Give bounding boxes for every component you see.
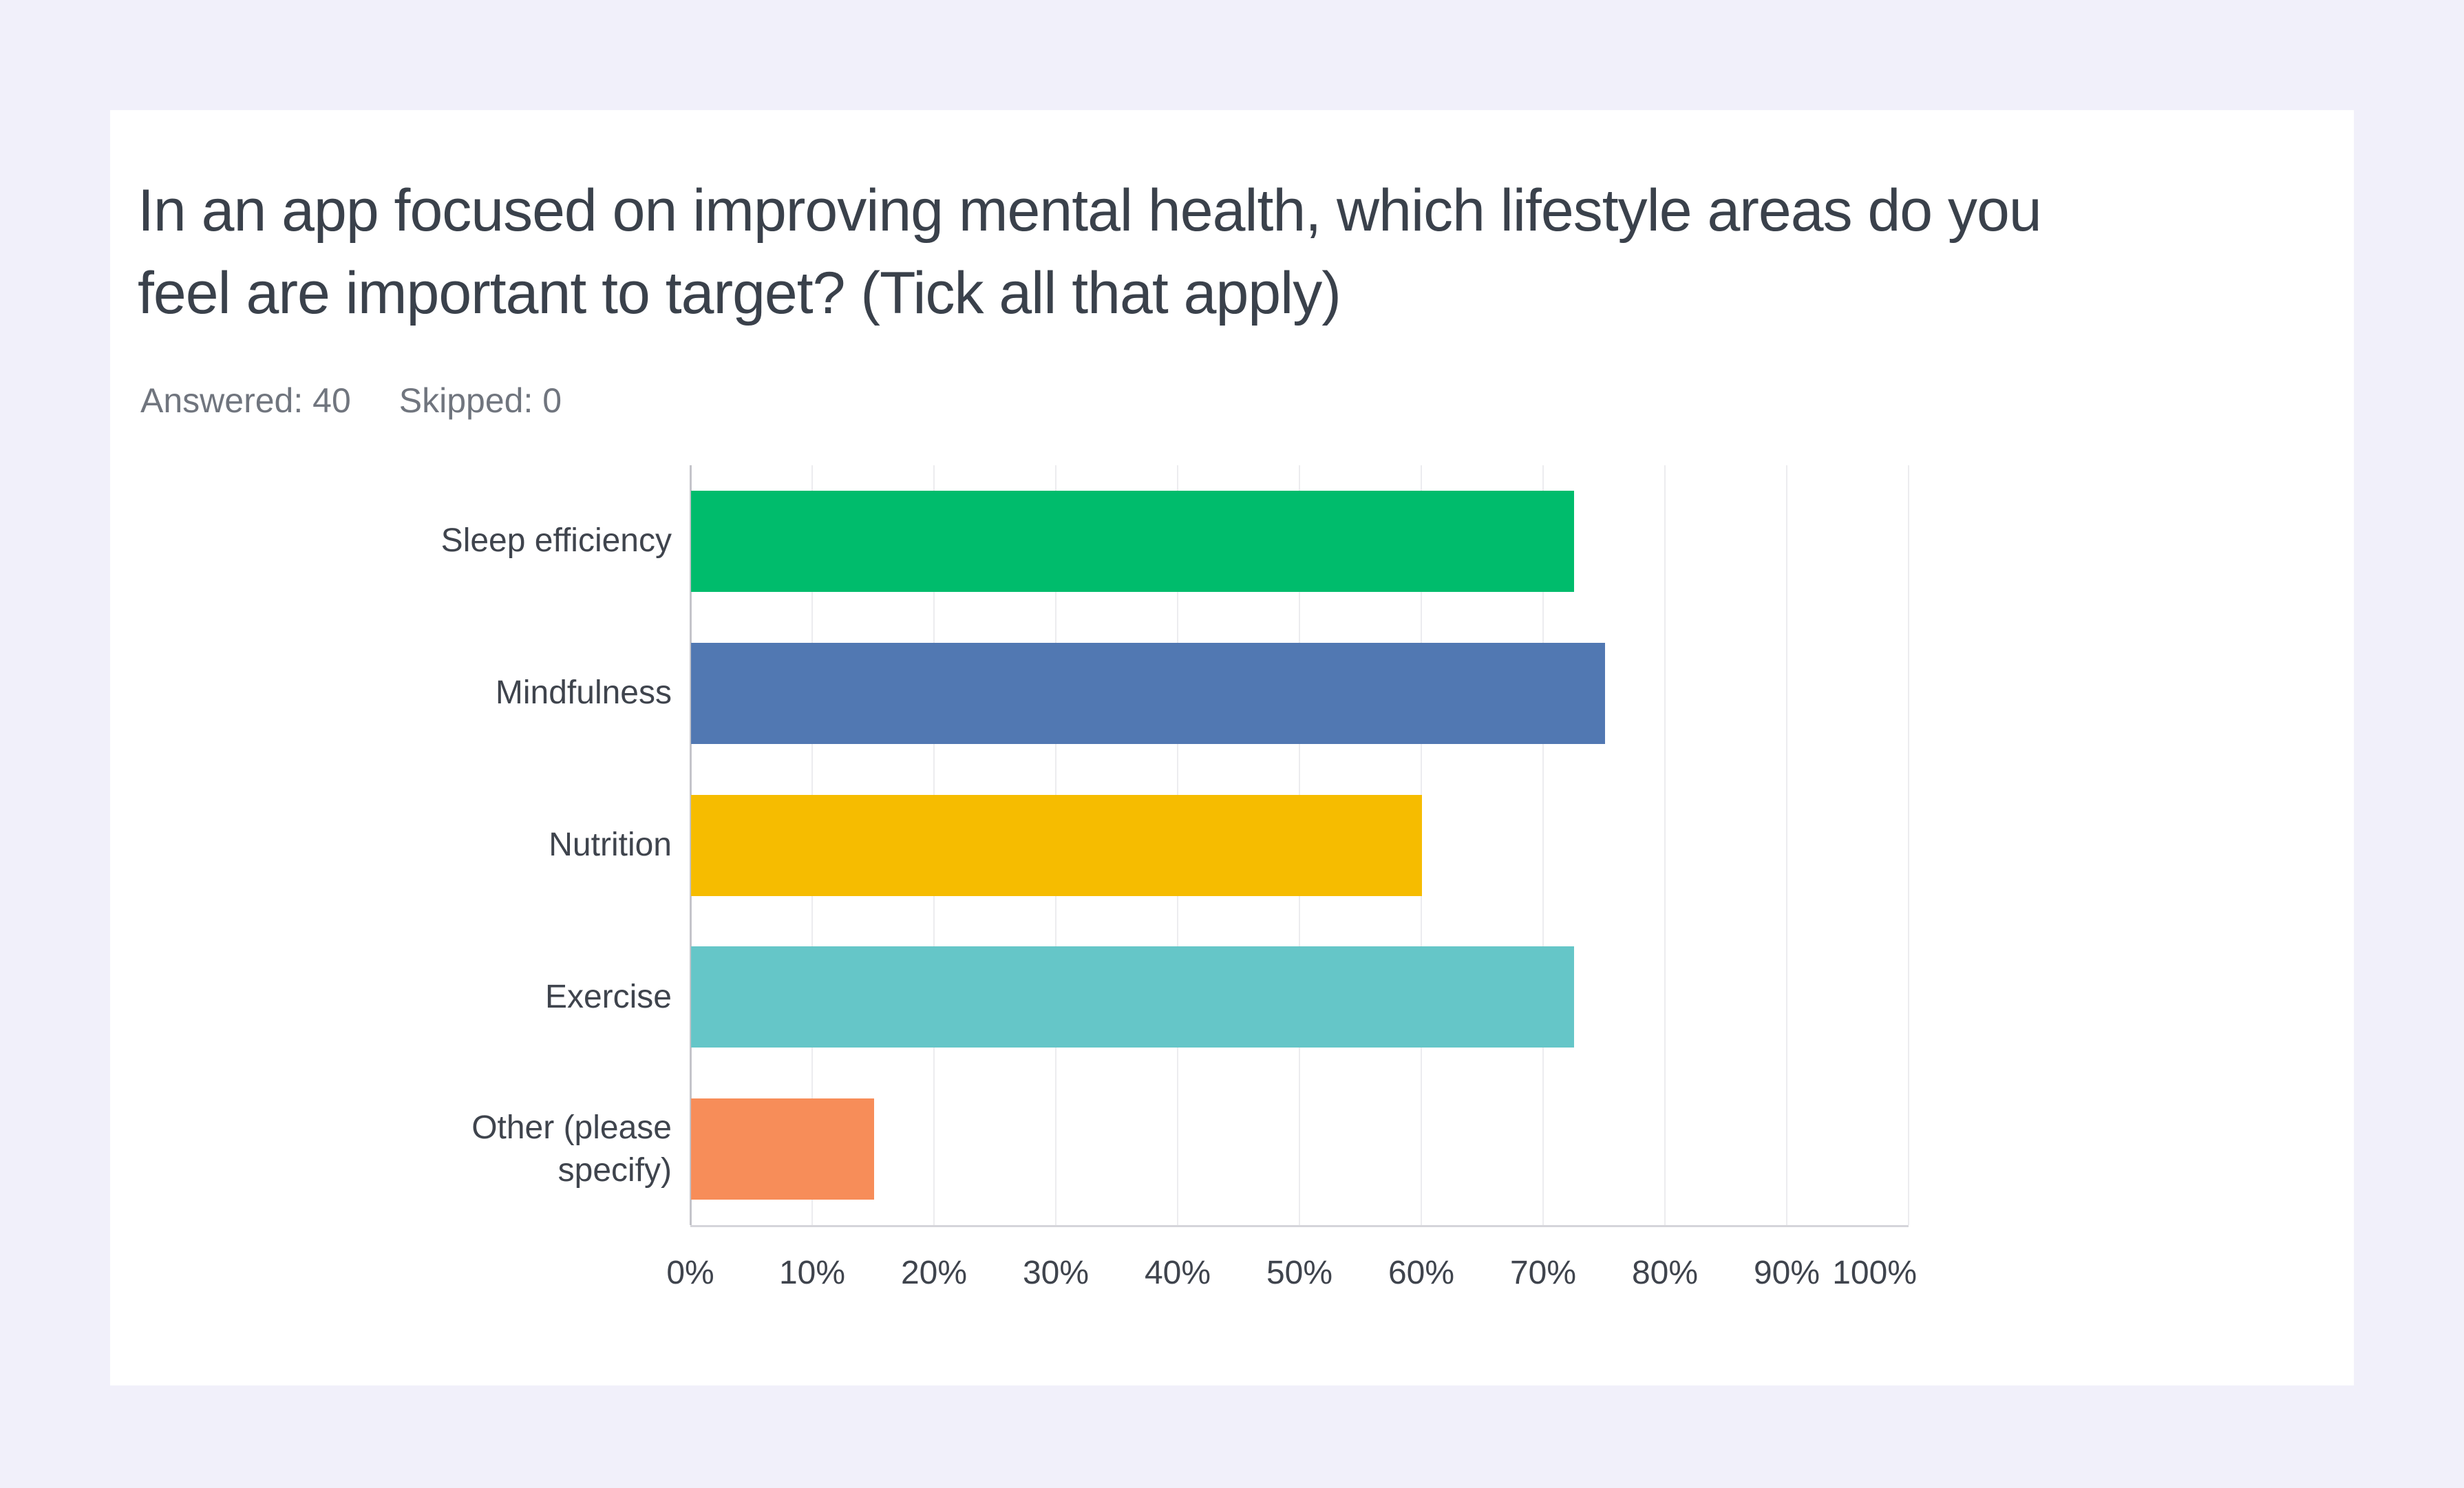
- x-tick-label-10%: 10%: [778, 1255, 846, 1291]
- category-label-exercise: Exercise: [544, 978, 672, 1015]
- x-tick-label-80%: 80%: [1631, 1255, 1699, 1291]
- bar-sleep-efficiency[interactable]: [691, 490, 1575, 592]
- category-label-mindfulness: Mindfulness: [495, 674, 672, 712]
- question-title-line-1: In an app focused on improving mental he…: [138, 178, 2042, 244]
- x-tick-label-90%: 90%: [1753, 1255, 1820, 1291]
- skipped-value: 0: [542, 381, 562, 420]
- question-title: In an app focused on improving mental he…: [138, 169, 2326, 334]
- bar-mindfulness[interactable]: [691, 642, 1605, 744]
- gridline-90%: [1786, 465, 1787, 1225]
- category-label-other-please-specify: Other (please specify): [471, 1109, 672, 1189]
- bar-nutrition[interactable]: [691, 794, 1422, 896]
- gridline-80%: [1664, 465, 1666, 1225]
- x-tick-label-70%: 70%: [1509, 1255, 1577, 1291]
- x-tick-label-100%: 100%: [1832, 1255, 1917, 1291]
- answered-label: Answered:: [140, 381, 304, 420]
- response-stats: Answered: 40 Skipped: 0: [140, 380, 562, 421]
- gridline-70%: [1542, 465, 1544, 1225]
- category-labels: Sleep efficiency Mindfulness Nutrition Exer…: [424, 465, 672, 1225]
- skipped-count: Skipped: 0: [399, 380, 562, 421]
- x-tick-label-30%: 30%: [1022, 1255, 1090, 1291]
- x-tick-label-60%: 60%: [1388, 1255, 1455, 1291]
- answered-count: Answered: 40: [140, 380, 351, 421]
- answered-value: 40: [312, 381, 351, 420]
- chart-plot-area: [689, 465, 1909, 1227]
- bar-exercise[interactable]: [691, 946, 1575, 1048]
- category-label-sleep-efficiency: Sleep efficiency: [440, 522, 672, 560]
- gridline-100%: [1908, 465, 1909, 1225]
- bar-chart: Sleep efficiency Mindfulness Nutrition Exer…: [110, 465, 2354, 1339]
- bar-other-please-specify[interactable]: [691, 1098, 874, 1200]
- skipped-label: Skipped:: [399, 381, 533, 420]
- x-axis-labels: 0% 10% 20% 30% 40% 50% 60% 70% 80% 90% 100%: [110, 1254, 2354, 1295]
- x-tick-label-40%: 40%: [1144, 1255, 1211, 1291]
- x-tick-label-20%: 20%: [900, 1255, 968, 1291]
- x-tick-label-50%: 50%: [1266, 1255, 1333, 1291]
- y-axis-line: [689, 465, 692, 1225]
- question-result-card: In an app focused on improving mental he…: [110, 110, 2354, 1385]
- x-tick-label-0%: 0%: [666, 1255, 714, 1291]
- question-title-line-2: feel are important to target? (Tick all …: [138, 260, 1341, 326]
- category-label-nutrition: Nutrition: [549, 826, 672, 863]
